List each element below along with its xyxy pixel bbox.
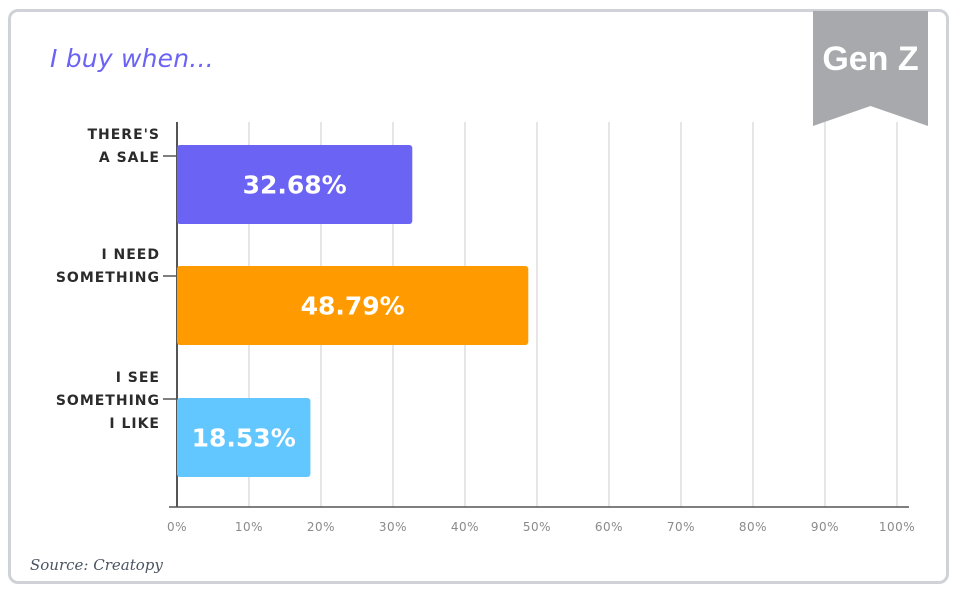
source-credit: Source: Creatopy	[30, 556, 163, 574]
category-label-0: THERE'S A SALE	[87, 127, 160, 166]
x-tick-label-10: 10%	[235, 520, 263, 534]
category-label-1: I NEED SOMETHING	[56, 247, 160, 286]
bar-0	[177, 145, 413, 224]
category-label-2: I SEE SOMETHING I LIKE	[56, 370, 160, 432]
bar-value-label-1: 48.79%	[301, 292, 405, 321]
chart-title: I buy when...	[50, 44, 214, 73]
x-tick-label-40: 40%	[451, 520, 479, 534]
category-label-line: A SALE	[99, 150, 160, 166]
x-tick-label-30: 30%	[379, 520, 407, 534]
bar-value-label-0: 32.68%	[243, 171, 347, 200]
category-label-line: SOMETHING	[56, 393, 160, 409]
category-label-line: THERE'S	[87, 127, 160, 143]
category-label-line: I LIKE	[109, 416, 160, 432]
x-tick-label-70: 70%	[667, 520, 695, 534]
x-tick-label-20: 20%	[307, 520, 335, 534]
bar-value-label-2: 18.53%	[192, 424, 296, 453]
category-label-line: I SEE	[116, 370, 160, 386]
bar-2	[177, 398, 311, 477]
gen-z-badge	[813, 11, 928, 126]
x-tick-label-90: 90%	[811, 520, 839, 534]
x-tick-label-100: 100%	[879, 520, 915, 534]
x-tick-label-60: 60%	[595, 520, 623, 534]
x-tick-label-50: 50%	[523, 520, 551, 534]
category-label-line: SOMETHING	[56, 270, 160, 286]
x-tick-label-80: 80%	[739, 520, 767, 534]
gen-z-badge-label: Gen Z	[822, 40, 919, 78]
category-label-line: I NEED	[101, 247, 160, 263]
bar-1	[177, 266, 529, 345]
x-tick-label-0: 0%	[167, 520, 187, 534]
